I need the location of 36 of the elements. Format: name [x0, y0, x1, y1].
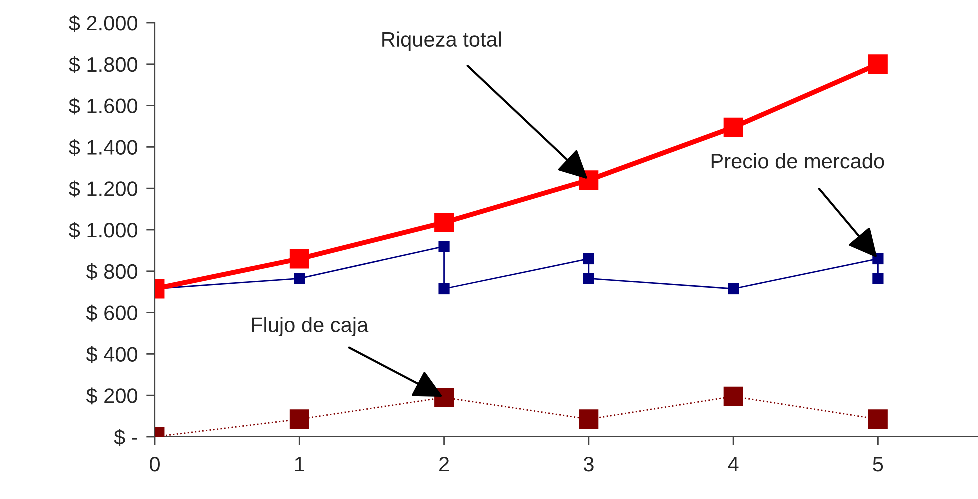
point [579, 410, 599, 430]
point [868, 54, 888, 74]
y-tick-label: $ 1.600 [69, 98, 138, 115]
x-tick-label: 1 [295, 457, 304, 472]
point [583, 273, 594, 284]
x-tick-label: 0 [150, 456, 160, 472]
y-tick-label: $ 1.400 [69, 139, 138, 156]
point [728, 283, 740, 295]
x-tick-label: 4 [728, 457, 739, 472]
x-tick-label: 5 [873, 457, 884, 472]
point [868, 410, 888, 430]
point [438, 241, 450, 252]
annotation: Precio de mercado [712, 153, 884, 169]
y-tick-label: $ 2.000 [69, 15, 138, 32]
point [724, 386, 744, 406]
point [290, 410, 310, 430]
y-tick-label: $ 800 [86, 264, 138, 280]
point [438, 283, 450, 295]
y-tick-label: $ 200 [86, 388, 138, 405]
y-tick-label: $ 1.000 [69, 222, 138, 239]
point [294, 273, 306, 284]
x-tick-label: 2 [440, 456, 450, 472]
y-tick-label: $ - [114, 429, 138, 446]
point [872, 273, 884, 284]
annotation: Riqueza total [382, 32, 502, 52]
point [290, 249, 310, 269]
y-tick-label: $ 400 [86, 346, 138, 364]
y-tick-label: $ 1.200 [69, 180, 138, 198]
y-tick-label: $ 600 [86, 304, 138, 322]
annotation: Flujo de caja [252, 317, 369, 337]
point [434, 213, 454, 232]
x-tick-label: 3 [584, 456, 594, 472]
point [872, 253, 884, 265]
point [724, 118, 744, 138]
point [583, 253, 594, 265]
y-tick-label: $ 1.800 [69, 56, 138, 74]
